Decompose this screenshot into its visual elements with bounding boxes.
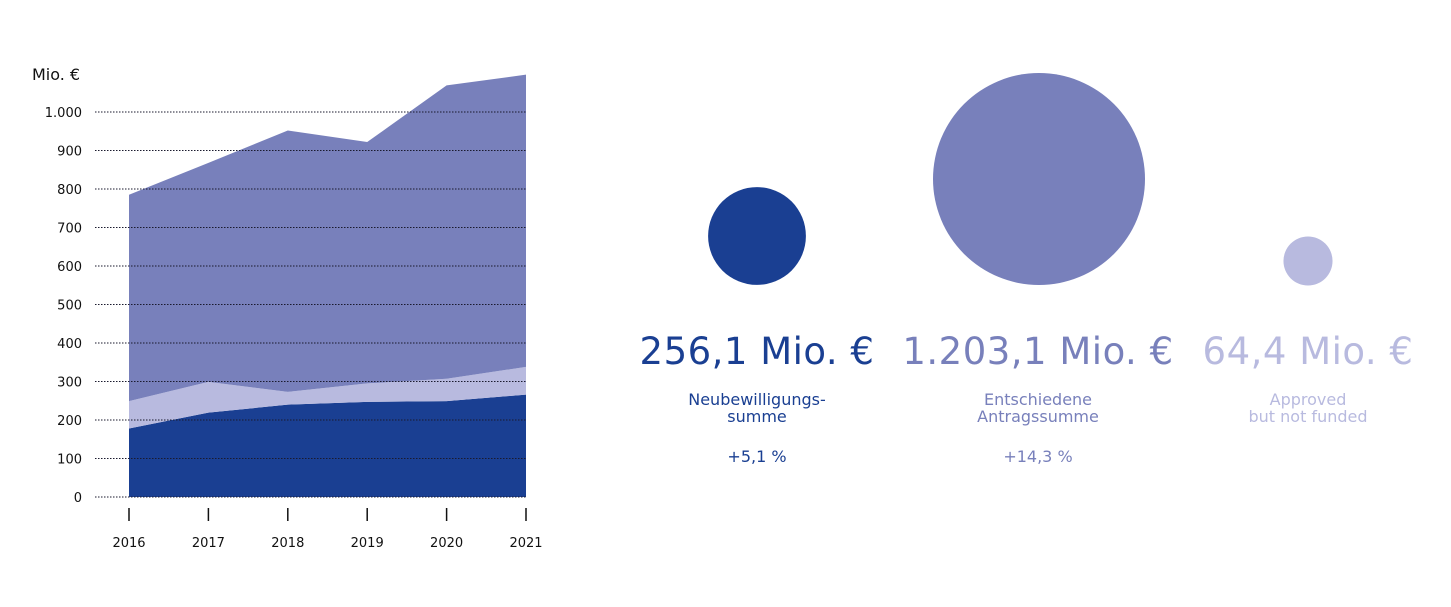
bubble-neubewilligung bbox=[708, 187, 806, 285]
kpi-entschiedene: 1.203,1 Mio. € Entschiedene Antragssumme… bbox=[888, 330, 1188, 466]
kpi-label-line: Entschiedene bbox=[983, 390, 1093, 409]
y-tick-label: 600 bbox=[57, 260, 82, 275]
y-tick-label: 1.000 bbox=[45, 106, 82, 121]
kpi-label-line: Neubewilligungs- bbox=[688, 390, 826, 409]
area-entschiedene-antragssumme bbox=[129, 74, 526, 402]
x-tick-label: 2021 bbox=[509, 536, 542, 551]
y-tick-label: 0 bbox=[74, 491, 82, 506]
kpi-value: 256,1 Mio. € bbox=[639, 330, 875, 373]
y-tick-label: 900 bbox=[57, 145, 82, 160]
kpi-label-line: but not funded bbox=[1248, 407, 1368, 426]
y-axis-label: Mio. € bbox=[32, 65, 80, 84]
kpi-neubewilligung: 256,1 Mio. € Neubewilligungs- summe +5,1… bbox=[607, 330, 907, 466]
x-tick-label: 2018 bbox=[271, 536, 304, 551]
y-tick-label: 500 bbox=[57, 299, 82, 314]
y-tick-label: 400 bbox=[57, 337, 82, 352]
kpi-label-line: Antragssumme bbox=[977, 407, 1099, 426]
y-tick-label: 700 bbox=[57, 222, 82, 237]
kpi-label: Approved but not funded bbox=[1158, 391, 1451, 425]
y-tick-label: 300 bbox=[57, 376, 82, 391]
kpi-label-line: Approved bbox=[1269, 390, 1347, 409]
y-tick-label: 100 bbox=[57, 453, 82, 468]
kpi-value: 1.203,1 Mio. € bbox=[902, 330, 1174, 373]
x-tick-label: 2019 bbox=[351, 536, 384, 551]
kpi-change: +5,1 % bbox=[727, 447, 787, 466]
area-approved-but-not-funded bbox=[129, 366, 526, 429]
kpi-label: Neubewilligungs- summe bbox=[607, 391, 907, 425]
kpi-value: 64,4 Mio. € bbox=[1202, 330, 1414, 373]
x-tick-label: 2020 bbox=[430, 536, 463, 551]
kpi-approved-not-funded: 64,4 Mio. € Approved but not funded bbox=[1158, 330, 1451, 425]
stacked-area-chart: 0 100 200 300 400 500 600 700 800 900 1.000 Mio. € 2… bbox=[32, 65, 543, 551]
y-tick-label: 800 bbox=[57, 183, 82, 198]
x-tick-label: 2016 bbox=[112, 536, 145, 551]
kpi-label-line: summe bbox=[727, 407, 787, 426]
y-tick-label: 200 bbox=[57, 414, 82, 429]
kpi-change: +14,3 % bbox=[1003, 447, 1073, 466]
bubble-approved-not-funded bbox=[1283, 236, 1333, 286]
bubble-entschiedene bbox=[933, 73, 1145, 285]
x-tick-label: 2017 bbox=[192, 536, 225, 551]
kpi-label: Entschiedene Antragssumme bbox=[888, 391, 1188, 425]
